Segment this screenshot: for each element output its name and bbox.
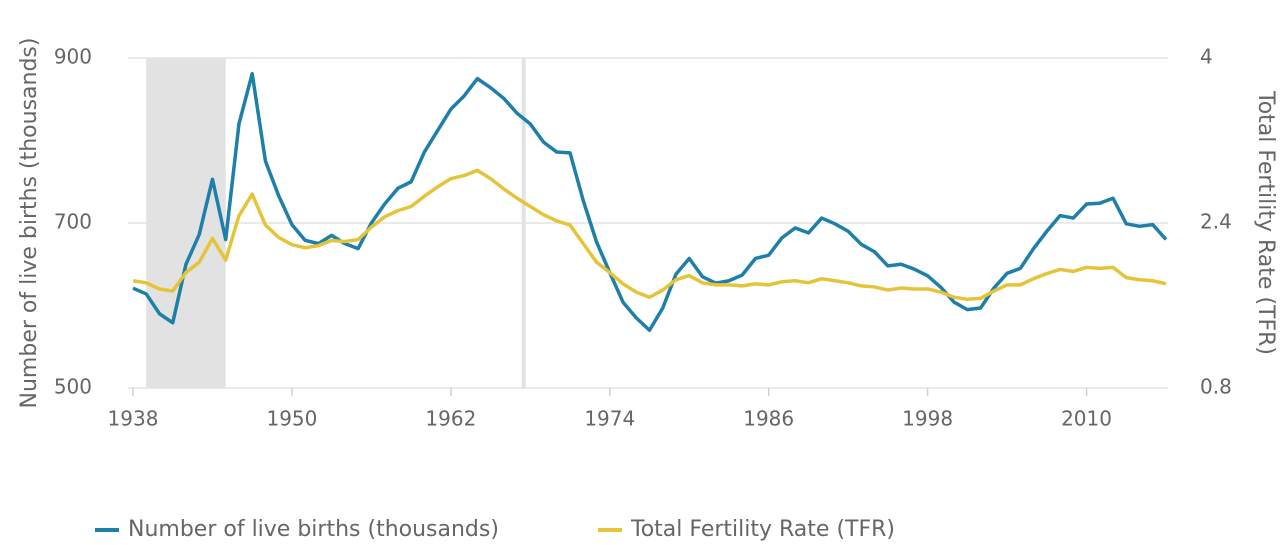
x-tick-label: 1962: [425, 407, 476, 431]
x-tick-label: 1950: [266, 407, 317, 431]
legend-label: Number of live births (thousands): [128, 517, 499, 542]
y2-tick-label: 0.8: [1200, 375, 1232, 399]
x-tick-label: 2010: [1061, 407, 1112, 431]
x-tick-label: 1974: [584, 407, 635, 431]
y2-tick-label: 4: [1200, 45, 1213, 69]
y2-axis-label: Total Fertility Rate (TFR): [1253, 90, 1278, 355]
y-tick-label: 900: [54, 45, 92, 69]
y-tick-label: 700: [54, 210, 92, 234]
x-tick-label: 1986: [743, 407, 794, 431]
y-tick-label: 500: [54, 375, 92, 399]
series-line: [132, 71, 1168, 332]
series-line: [132, 168, 1167, 302]
x-tick-label: 1938: [108, 407, 159, 431]
legend-label: Total Fertility Rate (TFR): [630, 517, 895, 542]
y2-tick-label: 2.4: [1200, 210, 1232, 234]
x-tick-label: 1998: [902, 407, 953, 431]
y-axis-label: Number of live births (thousands): [17, 38, 42, 409]
